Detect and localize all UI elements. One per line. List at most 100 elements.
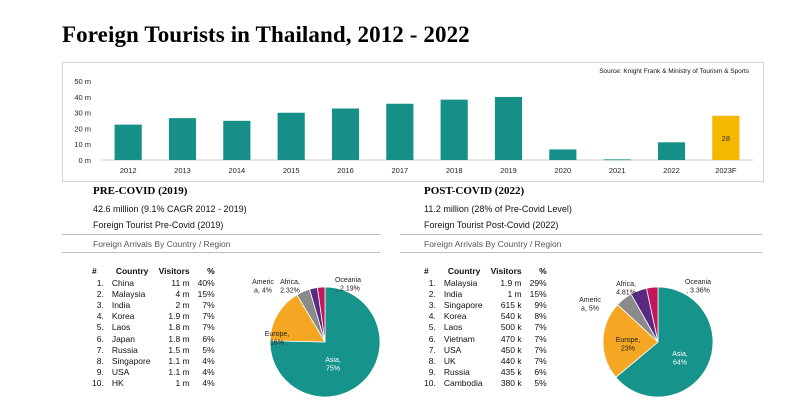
table-row: 6. Vietnam 470 k 7% bbox=[420, 333, 551, 344]
rank-cell: 4. bbox=[428, 311, 436, 322]
post-covid-pie-chart: Asia, 64% Europe, 23% Americ a, 5% Africa, 4.81… bbox=[579, 279, 714, 398]
table-row: 5. Laos 500 k 7% bbox=[420, 322, 551, 333]
pie-slice-europe bbox=[602, 304, 659, 378]
visitors-cell: 1.9 m bbox=[500, 277, 522, 288]
rank-cell: 3. bbox=[428, 299, 436, 310]
bar-data-label: 28 bbox=[722, 134, 730, 143]
table-row: 7. USA 450 k 7% bbox=[420, 344, 551, 355]
rank-cell: 5. bbox=[428, 322, 436, 333]
rank-cell: 4. bbox=[96, 311, 104, 322]
percent-cell: 7% bbox=[202, 322, 215, 333]
rank-cell: 1. bbox=[428, 277, 436, 288]
percent-cell: 6% bbox=[202, 333, 215, 344]
pie-label: Europe, 16% bbox=[265, 331, 290, 347]
percent-cell: 4% bbox=[202, 355, 215, 366]
table-row: 2. Malaysia 4 m 15% bbox=[88, 288, 219, 299]
pie-label: Americ a, 4% bbox=[252, 279, 274, 295]
percent-cell: 29% bbox=[529, 277, 547, 288]
visitors-cell: 470 k bbox=[500, 333, 522, 344]
chart-source: Source: Knight Frank & Ministry of Touri… bbox=[599, 68, 749, 75]
bar-chart-panel: Source: Knight Frank & Ministry of Touri… bbox=[62, 62, 764, 182]
visitors-cell: 4 m bbox=[175, 288, 190, 299]
post-covid-table: # Country Visitors % 1. Malaysia 1.9 m 29% 2… bbox=[420, 264, 551, 389]
post-covid-total: 11.2 million (28% of Pre-Covid Level) bbox=[424, 204, 572, 214]
y-tick-label: 20 m bbox=[74, 124, 91, 133]
pie-label: Africa, 2.32% bbox=[280, 279, 300, 295]
x-tick-label: 2012 bbox=[120, 166, 137, 175]
percent-cell: 6% bbox=[534, 367, 547, 378]
table-row: 10. Cambodia 380 k 5% bbox=[420, 378, 551, 389]
col-percent: % bbox=[539, 265, 547, 276]
percent-cell: 15% bbox=[529, 288, 547, 299]
percent-cell: 9% bbox=[534, 299, 547, 310]
table-row: 4. Korea 1.9 m 7% bbox=[88, 311, 219, 322]
pre-covid-heading: PRE-COVID (2019) bbox=[93, 185, 188, 197]
country-cell: China bbox=[111, 277, 135, 288]
visitors-cell: 1 m bbox=[175, 378, 190, 389]
rank-cell: 7. bbox=[428, 344, 436, 355]
percent-cell: 15% bbox=[197, 288, 215, 299]
x-tick-label: 2018 bbox=[446, 166, 463, 175]
rank-cell: 6. bbox=[96, 333, 104, 344]
percent-cell: 7% bbox=[534, 333, 547, 344]
col-country: Country bbox=[115, 265, 149, 276]
bar-chart: 0 m 10 m 20 m 30 m 40 m 50 m 2012 2013 2014 2015 2… bbox=[74, 77, 753, 175]
pie-label: Europe, 23% bbox=[616, 337, 641, 353]
percent-cell: 7% bbox=[202, 299, 215, 310]
rank-cell: 9. bbox=[428, 367, 436, 378]
visitors-cell: 1.1 m bbox=[168, 355, 190, 366]
rank-cell: 2. bbox=[96, 288, 104, 299]
visitors-cell: 380 k bbox=[500, 378, 522, 389]
visitors-cell: 1.5 m bbox=[168, 344, 190, 355]
percent-cell: 4% bbox=[202, 367, 215, 378]
country-cell: Singapore bbox=[111, 355, 151, 366]
visitors-cell: 615 k bbox=[500, 299, 522, 310]
col-visitors: Visitors bbox=[158, 265, 190, 276]
col-rank: # bbox=[92, 265, 97, 276]
pie-label: Oceania, 3.36% bbox=[685, 279, 711, 295]
visitors-cell: 440 k bbox=[500, 355, 522, 366]
pre-subheading: Foreign Arrivals By Country / Region bbox=[93, 239, 231, 249]
country-cell: Singapore bbox=[443, 299, 483, 310]
rank-cell: 1. bbox=[96, 277, 104, 288]
bar-2017 bbox=[386, 103, 414, 160]
col-percent: % bbox=[207, 265, 215, 276]
bar-2023F bbox=[712, 115, 740, 160]
y-tick-label: 30 m bbox=[74, 109, 91, 118]
table-header-row: # Country Visitors % bbox=[88, 264, 219, 277]
visitors-cell: 11 m bbox=[171, 277, 190, 288]
x-tick-label: 2015 bbox=[283, 166, 300, 175]
table-row: 9. USA 1.1 m 4% bbox=[88, 367, 219, 378]
country-cell: India bbox=[443, 288, 463, 299]
table-row: 9. Russia 435 k 6% bbox=[420, 367, 551, 378]
col-rank: # bbox=[424, 265, 429, 276]
table-row: 1. China 11 m 40% bbox=[88, 277, 219, 288]
rank-cell: 6. bbox=[428, 333, 436, 344]
country-cell: Malaysia bbox=[443, 277, 478, 288]
country-cell: USA bbox=[443, 344, 462, 355]
bar-2020 bbox=[549, 149, 577, 160]
table-row: 1. Malaysia 1.9 m 29% bbox=[420, 277, 551, 288]
table-header-row: # Country Visitors % bbox=[420, 264, 551, 277]
pie-label: Asia, 64% bbox=[672, 351, 688, 367]
bar-2018 bbox=[440, 99, 468, 160]
pie-slice-oceania bbox=[646, 286, 659, 343]
bar-2015 bbox=[277, 112, 305, 160]
y-tick-label: 10 m bbox=[74, 140, 91, 149]
x-tick-label: 2016 bbox=[337, 166, 354, 175]
table-row: 6. Japan 1.8 m 6% bbox=[88, 333, 219, 344]
table-row: 5. Laos 1.8 m 7% bbox=[88, 322, 219, 333]
table-row: 3. India 2 m 7% bbox=[88, 299, 219, 310]
y-tick-label: 50 m bbox=[74, 77, 91, 86]
bar-2014 bbox=[223, 120, 251, 160]
rank-cell: 8. bbox=[428, 355, 436, 366]
col-country: Country bbox=[447, 265, 481, 276]
table-row: 10. HK 1 m 4% bbox=[88, 378, 219, 389]
country-cell: Russia bbox=[111, 344, 138, 355]
pre-covid-total: 42.6 million (9.1% CAGR 2012 - 2019) bbox=[93, 204, 247, 214]
pie-slice-asia bbox=[615, 286, 714, 398]
post-divider-2 bbox=[400, 252, 762, 253]
rank-cell: 5. bbox=[96, 322, 104, 333]
country-cell: Korea bbox=[443, 311, 467, 322]
x-tick-label: 2017 bbox=[391, 166, 408, 175]
